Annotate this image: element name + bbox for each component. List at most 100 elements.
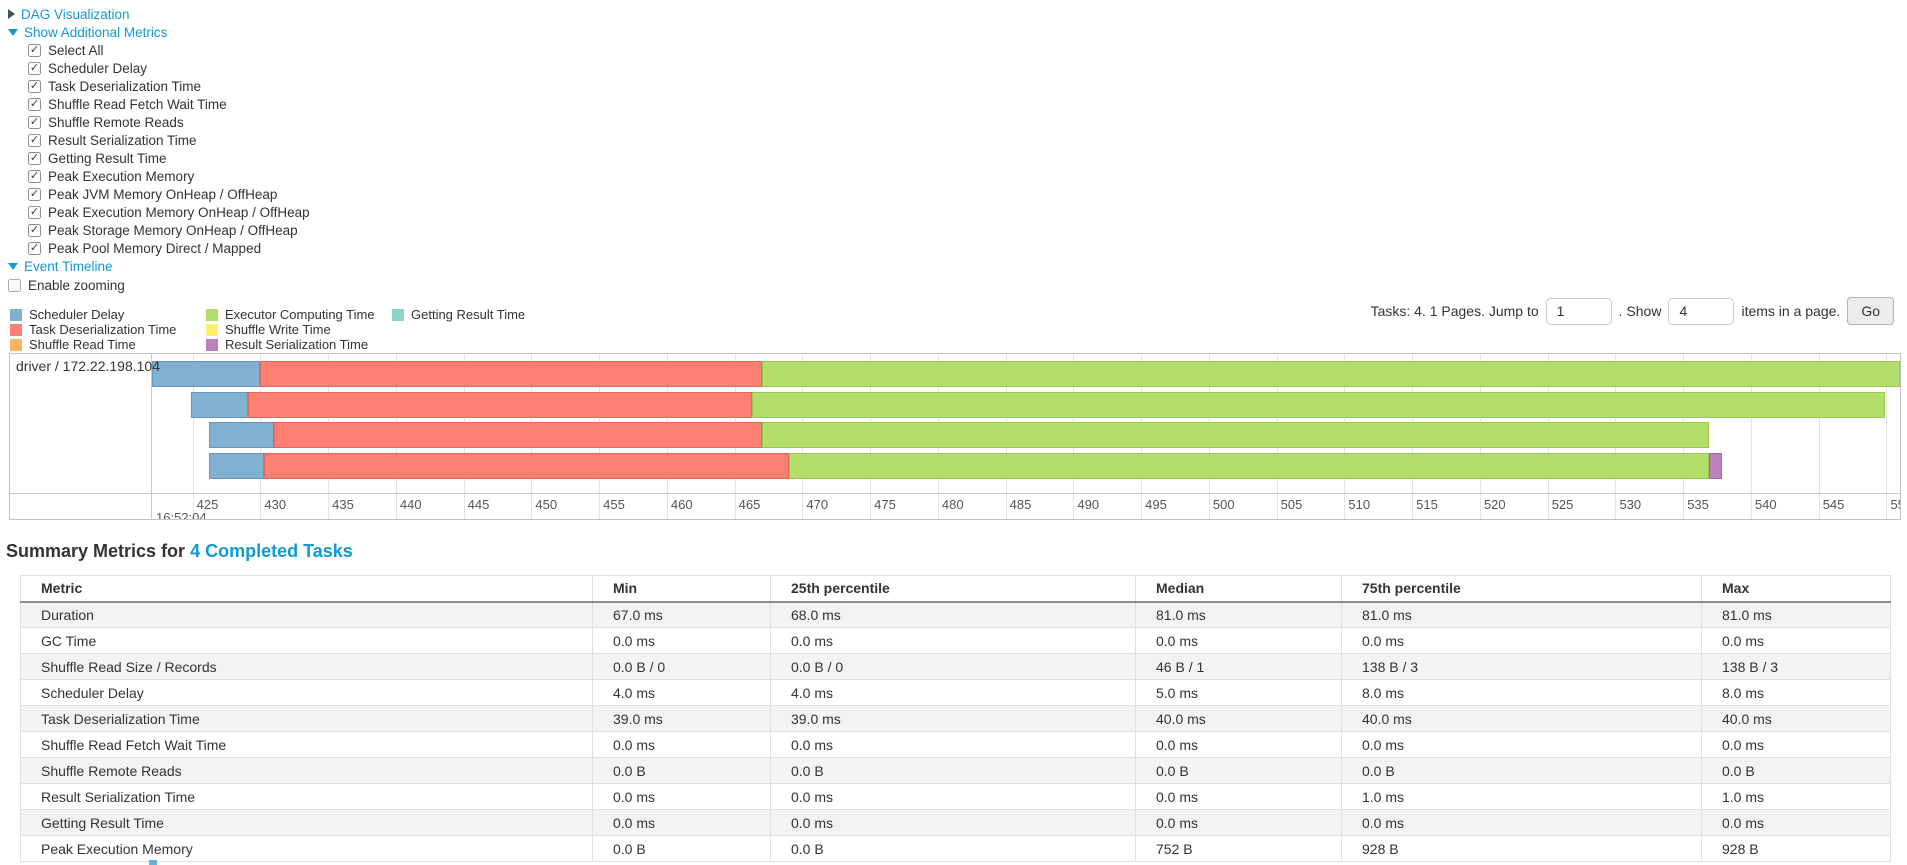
axis-tick-label: 500 bbox=[1212, 497, 1235, 512]
completed-tasks-link[interactable]: 4 Completed Tasks bbox=[190, 541, 353, 561]
metric-checkbox-item: ✓ Peak Pool Memory Direct / Mapped bbox=[28, 239, 310, 257]
task-bar-segment-task-deserialization[interactable] bbox=[248, 391, 753, 418]
axis-tick-label: 480 bbox=[941, 497, 964, 512]
task-bar-segment-executor-computing[interactable] bbox=[761, 361, 1900, 387]
metric-name-cell: Peak Execution Memory bbox=[20, 835, 593, 862]
axis-tick-label: 535 bbox=[1687, 497, 1709, 512]
task-deserialization-swatch-icon bbox=[10, 323, 22, 336]
gridline bbox=[1750, 354, 1752, 519]
metric-checkbox[interactable]: ✓ bbox=[28, 187, 41, 201]
task-bar-segment-scheduler-delay[interactable] bbox=[208, 452, 265, 479]
timeline-legend-column: Getting Result Time bbox=[392, 307, 525, 352]
column-header-25th: 25th percentile bbox=[770, 575, 1136, 603]
jump-to-page-input[interactable] bbox=[1545, 297, 1612, 325]
metric-value-cell: 752 B bbox=[1135, 835, 1342, 862]
event-timeline-chart: 425 430 435 440 445 450 455 460 465 470 475 480 485 4… bbox=[9, 353, 1901, 520]
event-timeline-toggle[interactable]: Event Timeline bbox=[8, 257, 310, 275]
table-row: GC Time 0.0 ms 0.0 ms 0.0 ms 0.0 ms 0.0 ms bbox=[20, 627, 1891, 654]
metric-value-cell: 0.0 B bbox=[1701, 757, 1891, 784]
axis-time-label: 16:52:04 bbox=[156, 510, 207, 520]
metric-checkbox[interactable]: ✓ bbox=[28, 223, 41, 237]
metric-checkbox[interactable]: ✓ bbox=[28, 151, 41, 165]
axis-tick-label: 440 bbox=[399, 497, 422, 512]
chevron-down-icon bbox=[8, 28, 18, 36]
metric-checkbox[interactable]: ✓ bbox=[28, 133, 41, 147]
metric-value-cell: 0.0 B bbox=[592, 757, 771, 784]
executor-row-label: driver / 172.22.198.104 bbox=[16, 358, 160, 374]
metric-checkbox-item: ✓ Peak Execution Memory bbox=[28, 167, 310, 185]
table-row: Shuffle Read Fetch Wait Time 0.0 ms 0.0 ms… bbox=[20, 731, 1891, 758]
axis-tick-label: 445 bbox=[467, 497, 490, 512]
metric-checkbox[interactable]: ✓ bbox=[28, 115, 41, 129]
metric-value-cell: 1.0 ms bbox=[1701, 783, 1891, 810]
legend-label: Result Serialization Time bbox=[225, 337, 369, 352]
show-additional-metrics-link[interactable]: Show Additional Metrics bbox=[24, 24, 168, 40]
result-serialization-swatch-icon bbox=[206, 338, 218, 351]
summary-metrics-table: Metric Min 25th percentile Median 75th p… bbox=[20, 575, 1891, 862]
enable-zooming-checkbox[interactable] bbox=[8, 278, 21, 292]
dag-visualization-toggle[interactable]: DAG Visualization bbox=[8, 5, 310, 23]
table-row: Task Deserialization Time 39.0 ms 39.0 ms 4… bbox=[20, 705, 1891, 732]
metric-value-cell: 4.0 ms bbox=[592, 679, 771, 706]
metric-checkbox-item: ✓ Select All bbox=[28, 41, 310, 59]
show-label: . Show bbox=[1618, 303, 1662, 319]
legend-label: Task Deserialization Time bbox=[29, 322, 177, 337]
metric-value-cell: 0.0 ms bbox=[1135, 809, 1342, 836]
metric-value-cell: 138 B / 3 bbox=[1701, 653, 1891, 680]
axis-separator bbox=[10, 493, 1900, 494]
metric-value-cell: 0.0 ms bbox=[770, 731, 1136, 758]
metric-checkbox-label: Peak Pool Memory Direct / Mapped bbox=[48, 240, 262, 256]
task-bar-segment-scheduler-delay[interactable] bbox=[208, 422, 274, 448]
legend-item: Executor Computing Time bbox=[206, 307, 392, 322]
metric-checkbox[interactable]: ✓ bbox=[28, 79, 41, 93]
metric-checkbox-item: ✓ Peak Storage Memory OnHeap / OffHeap bbox=[28, 221, 310, 239]
task-bar-segment-scheduler-delay[interactable] bbox=[152, 361, 261, 387]
task-bar-segment-executor-computing[interactable] bbox=[761, 422, 1709, 448]
task-bar-segment-scheduler-delay[interactable] bbox=[191, 391, 249, 418]
metric-checkbox-item: ✓ Scheduler Delay bbox=[28, 59, 310, 77]
metric-value-cell: 0.0 ms bbox=[770, 783, 1136, 810]
chevron-down-icon bbox=[8, 262, 18, 270]
metric-checkbox[interactable]: ✓ bbox=[28, 43, 41, 57]
getting-result-swatch-icon bbox=[392, 308, 404, 321]
axis-tick-label: 435 bbox=[332, 497, 354, 512]
task-bar-segment-task-deserialization[interactable] bbox=[260, 361, 762, 387]
metric-value-cell: 0.0 ms bbox=[1701, 627, 1891, 654]
metric-value-cell: 0.0 ms bbox=[1135, 731, 1342, 758]
task-bar-segment-executor-computing[interactable] bbox=[788, 452, 1709, 479]
metric-value-cell: 0.0 ms bbox=[1701, 731, 1891, 758]
task-bar-segment-executor-computing[interactable] bbox=[752, 391, 1886, 418]
tasks-count-label: Tasks: 4. 1 Pages. Jump to bbox=[1370, 303, 1539, 319]
event-timeline-link[interactable]: Event Timeline bbox=[24, 258, 113, 274]
table-row: Scheduler Delay 4.0 ms 4.0 ms 5.0 ms 8.0 ms 8… bbox=[20, 679, 1891, 706]
metric-checkbox[interactable]: ✓ bbox=[28, 205, 41, 219]
summary-metrics-heading: Summary Metrics for 4 Completed Tasks bbox=[6, 541, 353, 562]
metric-checkbox[interactable]: ✓ bbox=[28, 241, 41, 255]
task-bar-segment-result-serialization[interactable] bbox=[1708, 452, 1723, 479]
axis-tick-label: 425 bbox=[196, 497, 219, 512]
legend-label: Shuffle Write Time bbox=[225, 322, 331, 337]
metric-value-cell: 0.0 ms bbox=[592, 809, 771, 836]
legend-label: Scheduler Delay bbox=[29, 307, 125, 322]
show-additional-metrics-toggle[interactable]: Show Additional Metrics bbox=[8, 23, 310, 41]
axis-tick-label: 540 bbox=[1754, 497, 1777, 512]
metric-value-cell: 68.0 ms bbox=[770, 601, 1136, 628]
task-bar-segment-task-deserialization[interactable] bbox=[264, 452, 789, 479]
axis-tick-label: 550 bbox=[1890, 497, 1900, 512]
go-button[interactable]: Go bbox=[1847, 297, 1894, 325]
metric-checkbox[interactable]: ✓ bbox=[28, 169, 41, 183]
dag-visualization-link[interactable]: DAG Visualization bbox=[21, 6, 130, 22]
task-bar-segment-task-deserialization[interactable] bbox=[273, 422, 762, 448]
metric-value-cell: 1.0 ms bbox=[1341, 783, 1702, 810]
metric-checkbox-item: ✓ Peak Execution Memory OnHeap / OffHeap bbox=[28, 203, 310, 221]
table-row: Result Serialization Time 0.0 ms 0.0 ms 0.0… bbox=[20, 783, 1891, 810]
metric-value-cell: 0.0 B / 0 bbox=[592, 653, 771, 680]
items-per-page-input[interactable] bbox=[1668, 297, 1735, 325]
metric-value-cell: 40.0 ms bbox=[1701, 705, 1891, 732]
next-section-fragment bbox=[149, 860, 157, 865]
axis-tick-label: 450 bbox=[535, 497, 558, 512]
metric-value-cell: 0.0 ms bbox=[1135, 783, 1342, 810]
metric-checkbox[interactable]: ✓ bbox=[28, 97, 41, 111]
metric-value-cell: 0.0 ms bbox=[1701, 809, 1891, 836]
metric-checkbox[interactable]: ✓ bbox=[28, 61, 41, 75]
